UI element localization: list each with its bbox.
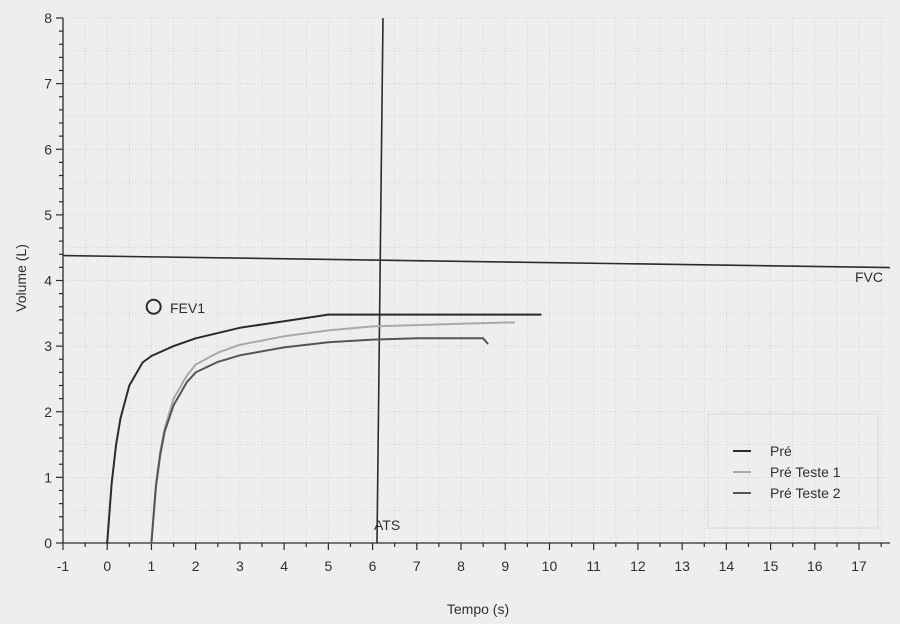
x-tick-label: 7	[413, 558, 421, 574]
grid	[62, 17, 890, 544]
legend: Pré Pré Teste 1 Pré Teste 2	[707, 413, 879, 529]
y-axis-title: Volume (L)	[13, 244, 29, 312]
x-tick-label: 17	[851, 558, 867, 574]
y-tick-label: 6	[44, 141, 52, 157]
x-tick-label: 4	[280, 558, 288, 574]
y-tick-label: 7	[44, 76, 52, 92]
x-tick-label: 2	[192, 558, 200, 574]
series-lines	[106, 313, 542, 544]
legend-label-pre-teste-2: Pré Teste 2	[770, 485, 841, 501]
legend-box	[707, 413, 879, 529]
x-tick-label: 6	[369, 558, 377, 574]
x-tick-label: 8	[457, 558, 465, 574]
x-tick-label: 0	[103, 558, 111, 574]
y-tick-label: 0	[44, 535, 52, 551]
fev1-marker	[145, 298, 162, 315]
x-tick-label: 13	[674, 558, 690, 574]
x-tick-label: -1	[57, 558, 70, 574]
x-tick-label: 12	[630, 558, 646, 574]
fvc-label: FVC	[855, 269, 883, 285]
ats-label: ATS	[374, 517, 400, 533]
y-tick-label: 1	[44, 469, 52, 485]
y-tick-label: 3	[44, 338, 52, 354]
y-tick-label: 2	[44, 404, 52, 420]
x-tick-label: 5	[324, 558, 332, 574]
series-line-pre	[106, 313, 542, 544]
x-tick-label: 10	[542, 558, 558, 574]
fvc-line	[62, 254, 891, 269]
x-tick-label: 16	[807, 558, 823, 574]
fev1-label: FEV1	[170, 300, 205, 316]
x-axis-title: Tempo (s)	[447, 601, 509, 617]
x-tick-label: 15	[763, 558, 779, 574]
y-tick-label: 5	[44, 207, 52, 223]
x-tick-label: 11	[586, 558, 601, 574]
legend-label-pre: Pré	[770, 443, 792, 459]
legend-label-pre-teste-1: Pré Teste 1	[770, 464, 841, 480]
x-tick-label: 14	[719, 558, 735, 574]
x-tick-label: 1	[148, 558, 156, 574]
series-line-pre-teste-2	[150, 337, 489, 544]
reference-lines	[62, 17, 891, 544]
x-tick-label: 3	[236, 558, 244, 574]
ats-line	[376, 17, 384, 544]
y-tick-label: 8	[44, 10, 52, 26]
y-tick-label: 4	[44, 273, 52, 289]
x-tick-label: 9	[501, 558, 509, 574]
